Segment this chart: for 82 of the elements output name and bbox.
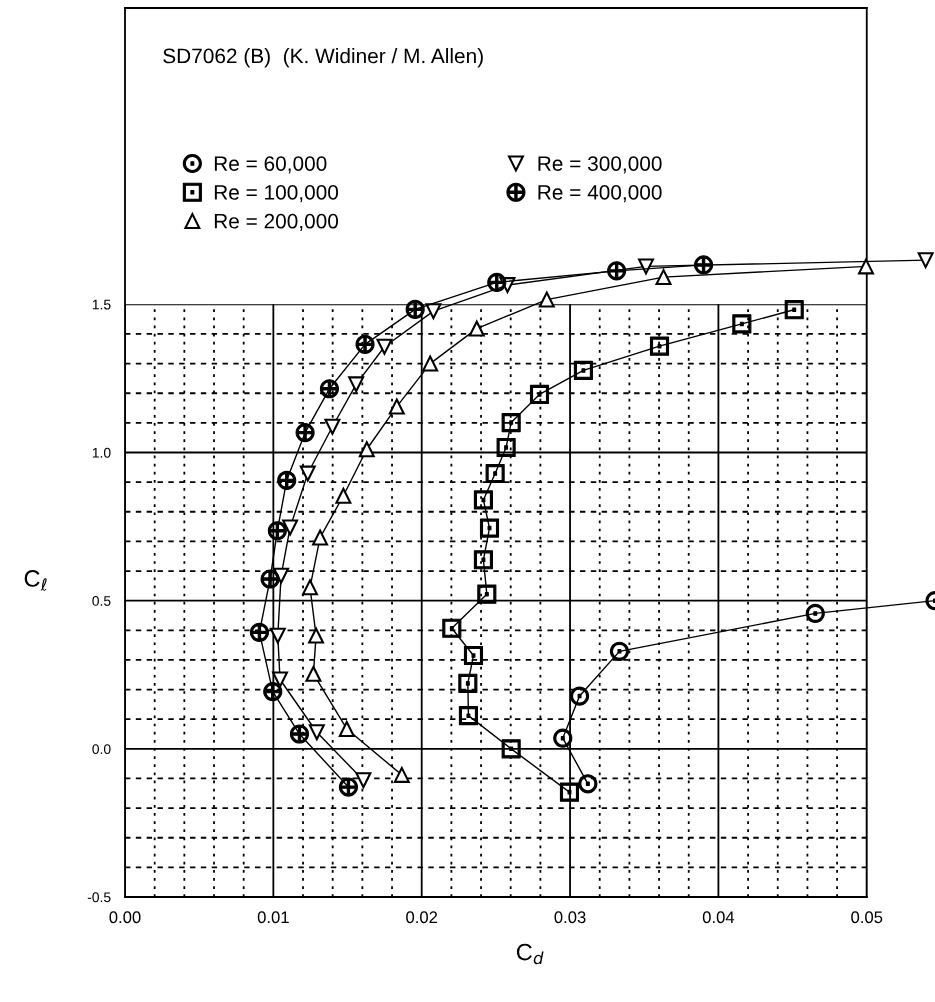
- legend-label: Re = 200,000: [214, 213, 339, 232]
- point: [260, 569, 280, 589]
- y-tick-label: 1.5: [92, 299, 111, 310]
- point: [607, 261, 627, 281]
- point: [485, 463, 505, 484]
- point: [289, 724, 310, 744]
- point: [335, 487, 352, 504]
- point: [477, 584, 497, 604]
- point: [355, 334, 375, 354]
- point: [638, 258, 654, 275]
- point: [376, 338, 393, 355]
- point: [578, 774, 598, 794]
- point: [358, 441, 375, 458]
- point: [479, 518, 500, 538]
- point: [529, 384, 550, 405]
- y-tick-label: -0.5: [87, 892, 111, 903]
- point: [393, 766, 410, 783]
- y-tick-label: 0.5: [92, 596, 111, 606]
- x-tick-label: 0.03: [554, 911, 586, 924]
- point: [694, 255, 714, 275]
- point: [312, 529, 329, 546]
- point: [559, 782, 580, 802]
- point: [355, 772, 372, 789]
- point: [473, 490, 493, 510]
- text: SD7062 (B) (K. Widiner / M. Allen): [163, 48, 483, 68]
- point: [405, 299, 425, 319]
- point: [299, 465, 316, 482]
- x-tick-label: 0.00: [109, 911, 141, 924]
- point: [732, 314, 752, 334]
- legend-label: Re = 400,000: [538, 185, 662, 203]
- point: [655, 269, 672, 286]
- point: [858, 258, 874, 275]
- x-tick-label: 0.04: [702, 911, 735, 924]
- x-tick-label: 0.02: [406, 911, 438, 924]
- point: [338, 720, 355, 737]
- point: [295, 423, 315, 443]
- point: [573, 360, 593, 380]
- point: [305, 665, 322, 682]
- y-axis-title: C$_{ℓ}$: [24, 570, 47, 591]
- point: [249, 622, 269, 642]
- point: [338, 777, 358, 797]
- point: [458, 673, 478, 693]
- point: [388, 398, 405, 415]
- point: [569, 686, 590, 706]
- point: [272, 671, 289, 688]
- point: [917, 252, 934, 269]
- point: [348, 376, 365, 393]
- legend-label: Re = 300,000: [538, 156, 662, 174]
- point: [501, 412, 521, 433]
- point: [425, 303, 442, 320]
- x-tick-label: 0.05: [851, 911, 883, 924]
- y-tick-label: 1.0: [92, 447, 111, 458]
- point: [282, 519, 299, 536]
- x-axis-title: C$_{d}$: [516, 943, 544, 965]
- point: [649, 336, 670, 356]
- point: [263, 682, 283, 702]
- point: [269, 627, 286, 644]
- point: [553, 728, 573, 748]
- legend-label: Re = 100,000: [214, 185, 339, 203]
- point: [442, 618, 462, 638]
- point: [468, 320, 485, 337]
- point: [302, 579, 318, 596]
- legend-label: Re = 60,000: [214, 156, 327, 174]
- point: [496, 437, 516, 458]
- point: [308, 627, 325, 644]
- point: [473, 550, 493, 570]
- point: [422, 355, 439, 372]
- point: [609, 641, 630, 661]
- point: [538, 291, 555, 308]
- point: [324, 418, 341, 435]
- point: [308, 724, 325, 741]
- point: [487, 272, 507, 292]
- point: [277, 470, 297, 490]
- point: [319, 379, 339, 399]
- point: [458, 706, 478, 726]
- point: [267, 521, 287, 541]
- point: [784, 300, 804, 320]
- point: [501, 739, 521, 759]
- y-tick-label: 0.0: [92, 744, 111, 754]
- point: [463, 645, 484, 666]
- point: [805, 603, 825, 623]
- x-tick-label: 0.01: [257, 911, 289, 924]
